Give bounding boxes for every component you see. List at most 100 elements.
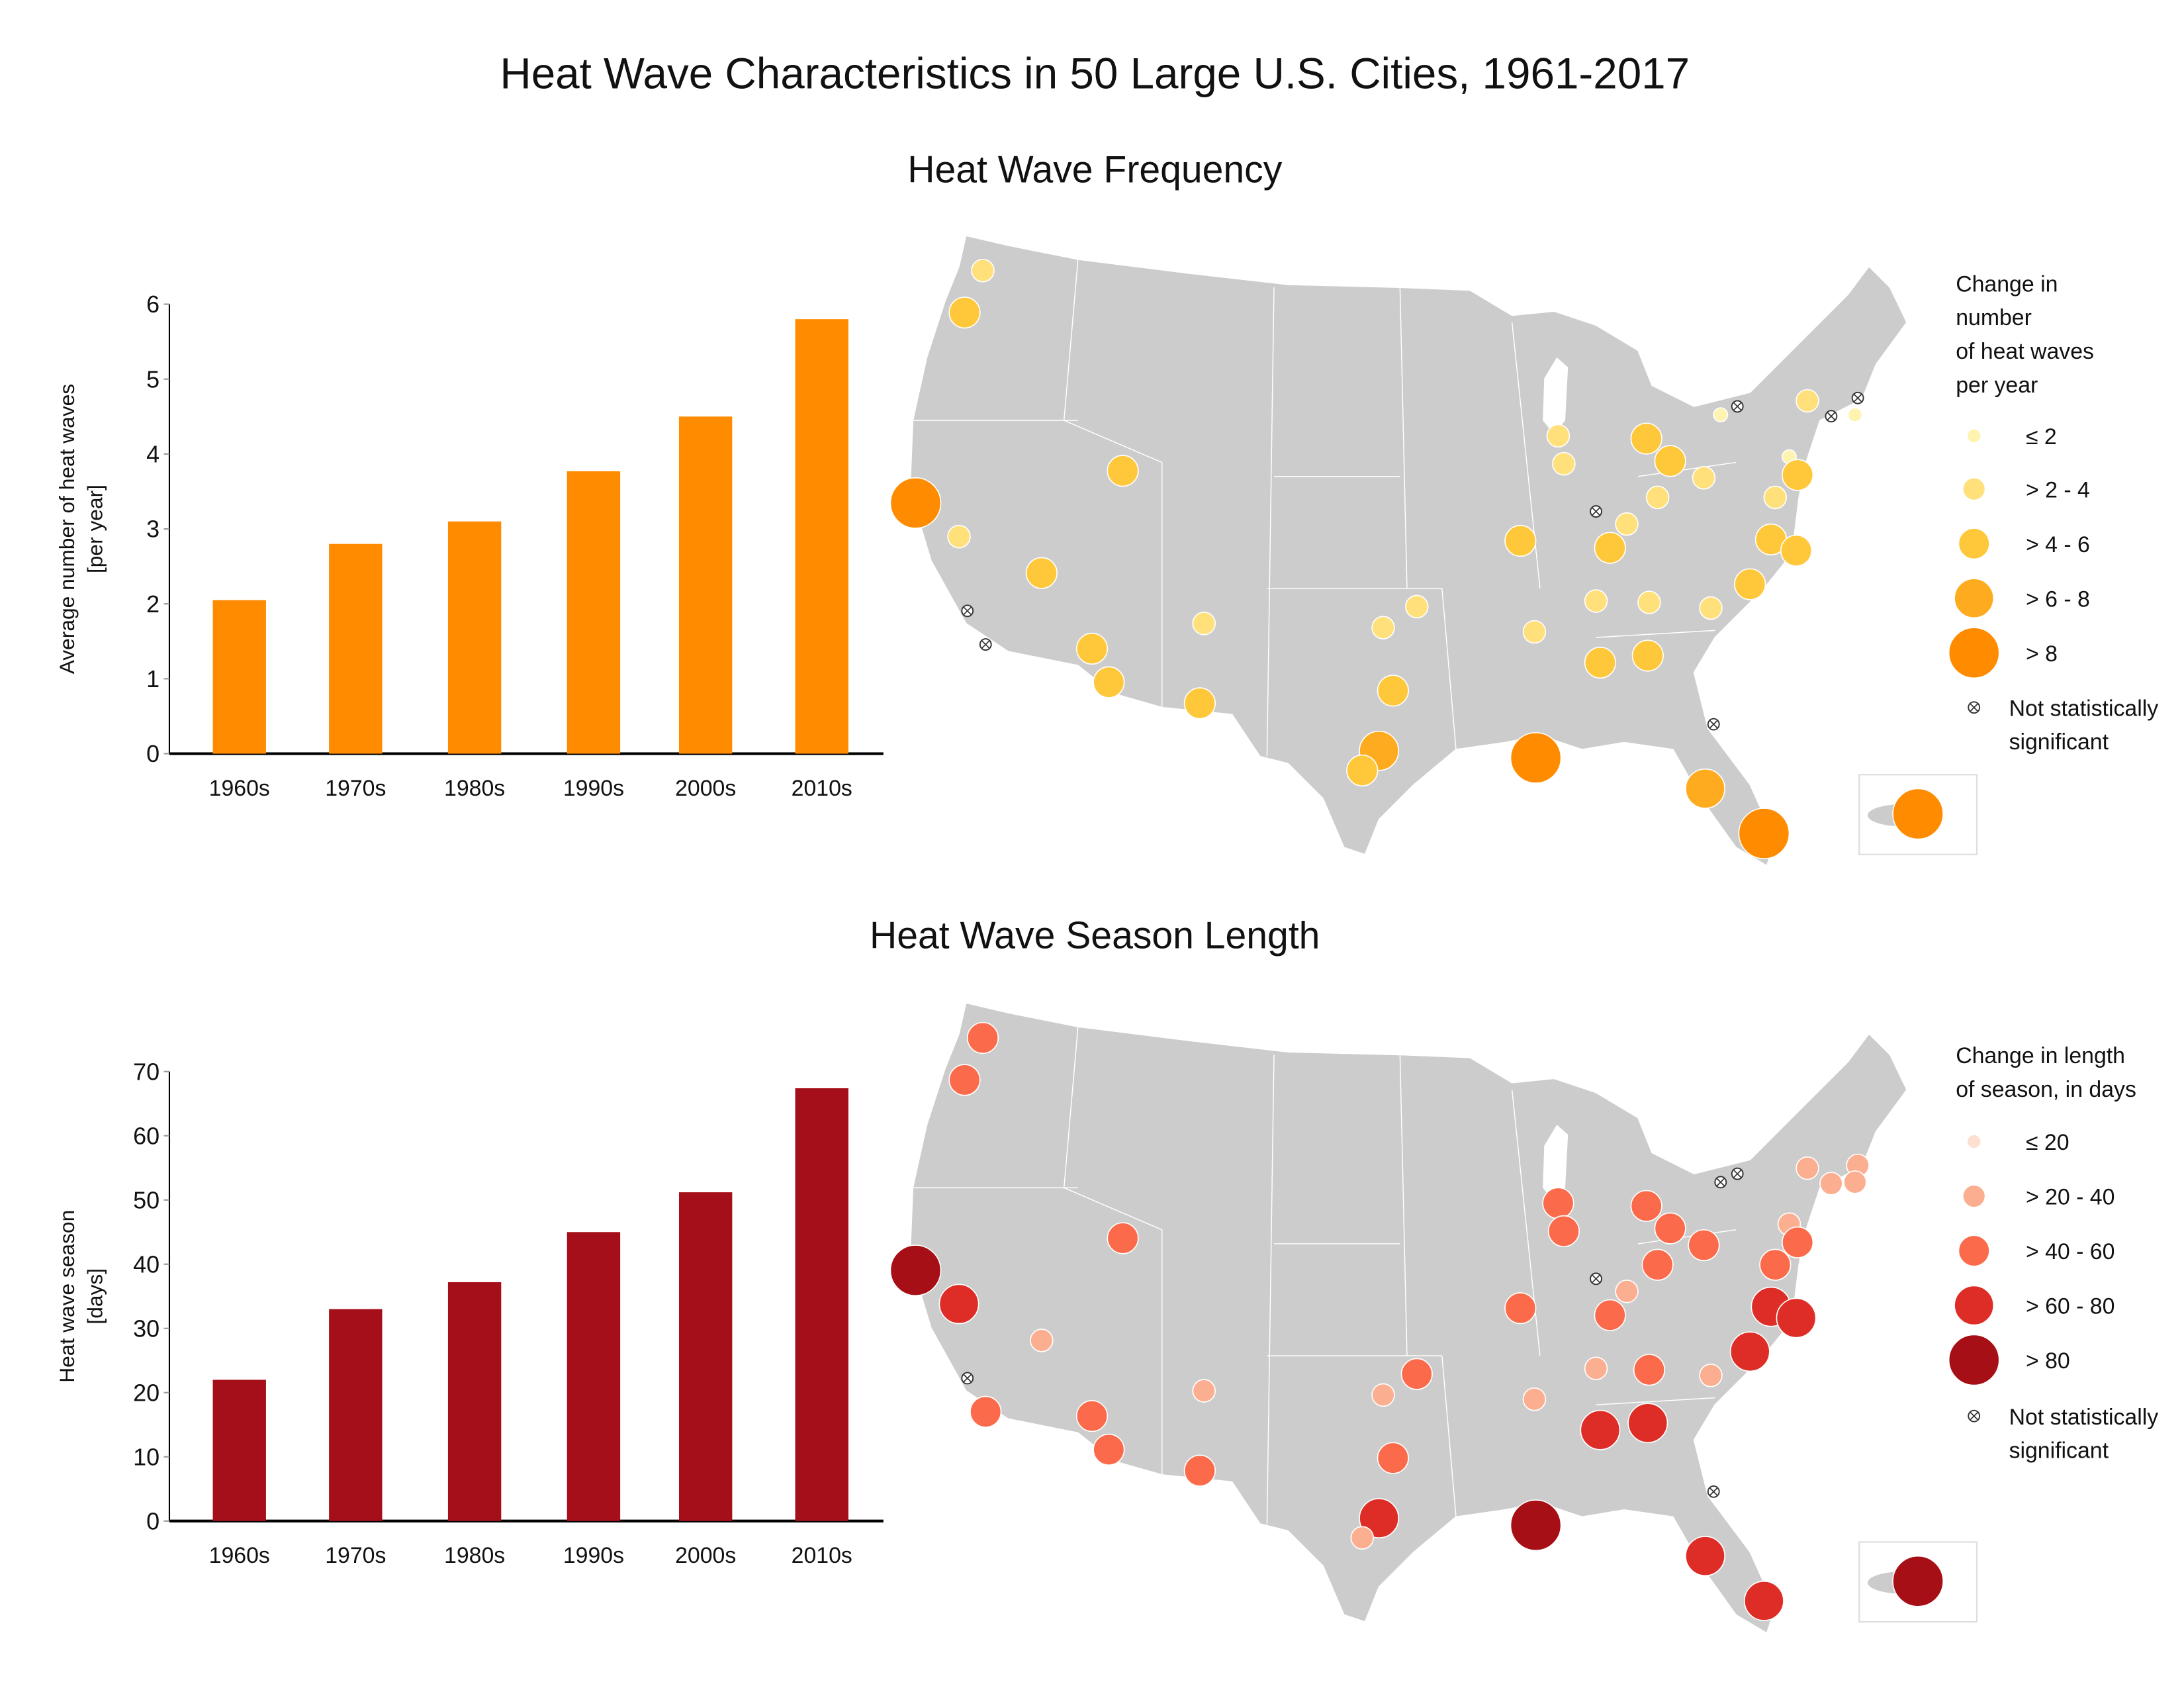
not-significant-icon [1968, 1409, 1981, 1423]
city-marker [1594, 1299, 1626, 1331]
city-marker [947, 524, 971, 549]
city-marker [1371, 1383, 1395, 1407]
city-marker [1504, 1292, 1537, 1325]
legend-label: > 40 - 60 [2026, 1239, 2115, 1264]
us-outline [909, 234, 1908, 867]
lake-michigan [1543, 1125, 1569, 1202]
city-marker-not-significant [1851, 391, 1864, 404]
city-marker [1685, 1536, 1725, 1577]
bar-1970s [329, 1309, 383, 1521]
cross-icon [963, 606, 972, 615]
y-tick-label: 20 [133, 1379, 159, 1406]
y-axis-label: Heat wave season [55, 1210, 79, 1383]
city-marker [1377, 1442, 1409, 1474]
figure-title: Heat Wave Characteristics in 50 Large U.… [500, 50, 1690, 98]
city-marker [1192, 1379, 1216, 1403]
city-marker [1594, 532, 1626, 564]
panel-frequency: 0 1 2 3 4 5 6 1960s 1970s 1980s 1990s 2000s 2010s Ave… [55, 234, 2158, 867]
y-tick-label: 10 [133, 1443, 159, 1470]
city-marker [1627, 1403, 1668, 1444]
city-marker-not-significant [979, 638, 992, 651]
city-marker [1763, 485, 1788, 510]
city-marker [1688, 1229, 1720, 1262]
legend-swatch [1948, 627, 2000, 679]
bar-2000s [678, 416, 733, 754]
city-marker [1734, 568, 1766, 600]
panel-season: 0 10 20 30 40 50 60 70 1960s 1970s 1980s 1990s 2000s… [55, 1002, 2159, 1634]
bar-chart: 0 10 20 30 40 50 60 70 1960s 1970s 1980s 1990s 2000s… [55, 1058, 884, 1568]
y-tick-label: 4 [146, 441, 159, 468]
x-tick-label: 1990s [563, 776, 624, 801]
y-tick-label: 0 [146, 1507, 159, 1534]
city-marker [1796, 389, 1819, 413]
city-marker [1615, 512, 1639, 536]
x-tick-label: 1980s [444, 776, 505, 801]
legend-label-not-significant: significant [2009, 1438, 2109, 1464]
x-tick-label: 2010s [792, 1543, 852, 1568]
city-marker [1359, 1498, 1400, 1539]
y-tick-label: 30 [133, 1315, 159, 1342]
city-marker [1522, 1387, 1547, 1411]
city-marker [1192, 612, 1216, 635]
cross-icon [981, 640, 990, 649]
x-tick-label: 1970s [325, 1543, 386, 1568]
city-marker [1796, 1156, 1819, 1180]
state-border [1637, 1229, 1737, 1244]
city-marker [1630, 1190, 1662, 1222]
legend-title: of season, in days [1956, 1077, 2136, 1102]
legend-label: ≤ 20 [2026, 1130, 2070, 1155]
state-border [1064, 1187, 1163, 1231]
cross-icon [1709, 1487, 1718, 1496]
city-marker [1738, 808, 1790, 860]
city-marker [1542, 1187, 1574, 1219]
city-marker [1522, 620, 1547, 644]
us-map [889, 1002, 1978, 1634]
cross-icon [1733, 402, 1742, 411]
city-marker-not-significant [1590, 505, 1602, 518]
city-marker [1030, 1329, 1054, 1352]
legend-label: > 4 - 6 [2026, 532, 2090, 557]
y-axis-label: [days] [83, 1268, 107, 1325]
bar-1990s [567, 1232, 621, 1521]
state-border [1064, 420, 1163, 463]
city-marker [1782, 459, 1814, 491]
bar-1990s [567, 471, 621, 754]
legend-label: > 80 [2026, 1348, 2070, 1374]
city-marker [1504, 524, 1537, 557]
cross-icon [1709, 720, 1718, 729]
state-border [1596, 630, 1715, 638]
bar-2000s [678, 1192, 733, 1521]
state-border [1266, 1055, 1275, 1524]
state-border [1441, 588, 1457, 750]
not-significant-icon [1968, 701, 1981, 714]
city-marker-not-significant [961, 1372, 974, 1385]
cross-icon [1854, 394, 1862, 402]
y-tick-label: 3 [146, 516, 159, 543]
y-axis-label: [per year] [83, 485, 107, 573]
city-marker [1615, 1280, 1639, 1303]
city-marker-not-significant [1731, 1167, 1744, 1180]
x-tick-label: 2000s [675, 1543, 736, 1568]
cross-icon [963, 1374, 972, 1383]
city-marker [1819, 1172, 1843, 1196]
city-marker [1630, 422, 1662, 455]
legend-title: Change in [1956, 271, 2058, 297]
city-marker [1699, 596, 1723, 620]
legend-swatch [1958, 1235, 1990, 1267]
city-marker [1371, 616, 1395, 639]
panel-title-frequency: Heat Wave Frequency [907, 148, 1282, 191]
x-tick-label: 1990s [563, 1543, 624, 1568]
legend-label-not-significant: Not statistically [2009, 1405, 2159, 1430]
city-marker-not-significant [1590, 1272, 1602, 1286]
state-border [1441, 1356, 1457, 1517]
city-marker [1654, 1212, 1686, 1244]
city-marker [1847, 407, 1863, 423]
state-border [1596, 1397, 1715, 1405]
x-tick-label: 2010s [792, 776, 852, 801]
city-marker [1780, 534, 1813, 567]
city-marker [1183, 687, 1216, 720]
legend-title: of heat waves [1956, 339, 2094, 364]
cross-icon [1592, 507, 1600, 516]
cross-icon [1970, 1412, 1978, 1421]
